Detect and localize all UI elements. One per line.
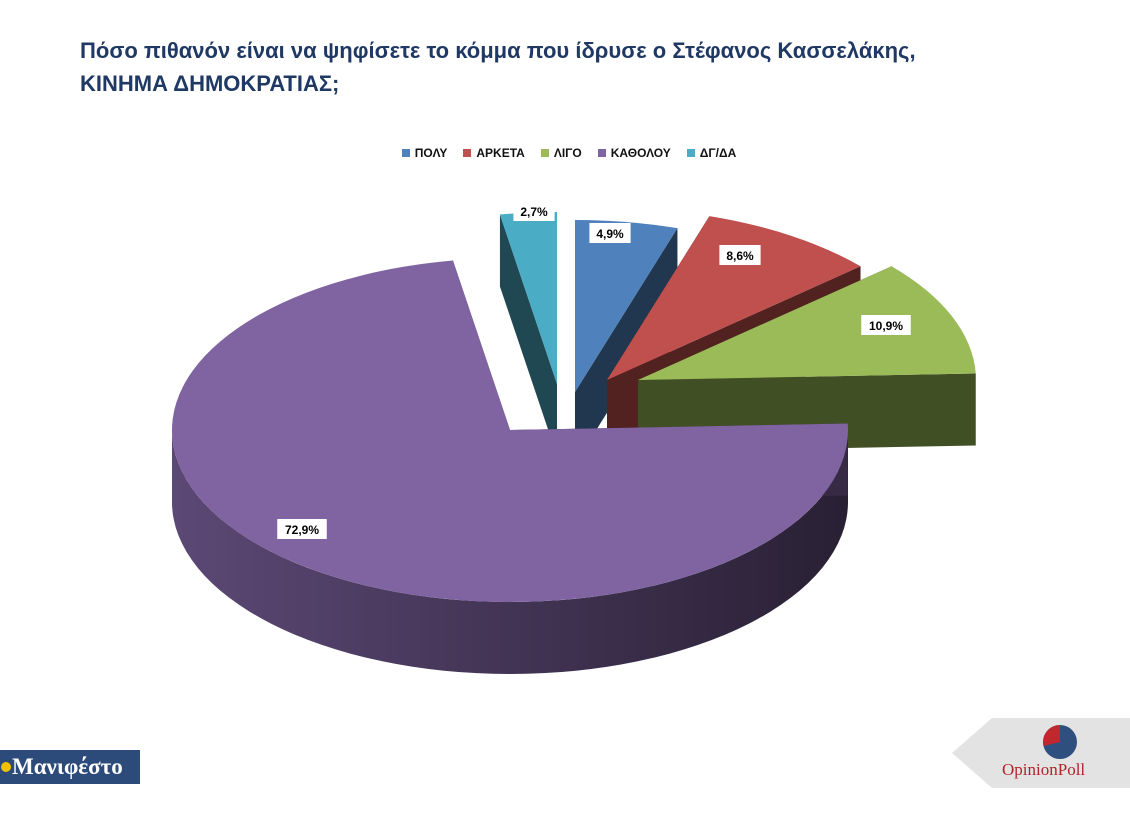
manifesto-logo-dot xyxy=(1,762,11,772)
pie-slice-λιγο xyxy=(638,266,976,452)
slice-top-face xyxy=(499,212,557,384)
chart-legend: ΠΟΛΥ ΑΡΚΕΤΑ ΛΙΓΟ ΚΑΘΟΛΟΥ ΔΓ/ΔΑ xyxy=(0,146,1130,160)
data-label-box xyxy=(277,519,327,539)
data-label-αρκετα: 8,6% xyxy=(719,245,761,265)
legend-label: ΔΓ/ΔΑ xyxy=(699,146,737,160)
data-label-δγ-δα: 2,7% xyxy=(513,201,555,221)
legend-item-1: ΠΟΛΥ xyxy=(401,146,448,160)
chart-title: Πόσο πιθανόν είναι να ψηφίσετε το κόμμα … xyxy=(80,34,1080,100)
pie-slice-πολυ xyxy=(575,220,678,464)
data-label-box xyxy=(719,245,761,265)
legend-swatch xyxy=(463,149,472,157)
pie-slice-δγ-δα xyxy=(499,212,557,456)
data-label-text: 8,6% xyxy=(726,249,754,263)
legend-item-2: ΑΡΚΕΤΑ xyxy=(463,146,525,160)
slice-top-face xyxy=(171,260,848,602)
opinion-poll-word-2: Poll xyxy=(1057,760,1086,779)
opinion-poll-logo-arrow-shape xyxy=(952,718,1130,788)
legend-label: ΚΑΘΟΛΟΥ xyxy=(610,146,671,160)
data-label-text: 2,7% xyxy=(520,205,548,219)
slice-side-wall xyxy=(172,430,848,674)
data-label-πολυ: 4,9% xyxy=(589,223,631,243)
opinion-poll-logo: OpinionPoll xyxy=(952,718,1130,788)
legend-label: ΑΡΚΕΤΑ xyxy=(476,146,525,160)
opinion-poll-logo-text: OpinionPoll xyxy=(1002,760,1130,780)
slice-top-face xyxy=(638,266,976,380)
chart-title-line-2: ΚΙΝΗΜΑ ΔΗΜΟΚΡΑΤΙΑΣ; xyxy=(80,71,340,96)
legend-item-5: ΔΓ/ΔΑ xyxy=(686,146,737,160)
legend-swatch xyxy=(686,149,695,157)
slice-cut-face xyxy=(499,214,557,456)
data-label-box xyxy=(861,315,911,335)
data-label-λιγο: 10,9% xyxy=(861,315,911,335)
slice-top-face xyxy=(607,216,861,380)
data-label-box xyxy=(589,223,631,243)
legend-label: ΠΟΛΥ xyxy=(414,146,448,160)
manifesto-logo: Μανιφέστο xyxy=(0,750,140,784)
pie-slice-καθολου xyxy=(171,260,848,674)
manifesto-logo-text: Μανιφέστο xyxy=(12,754,123,779)
legend-swatch xyxy=(401,149,410,157)
data-label-text: 4,9% xyxy=(596,227,624,241)
legend-swatch xyxy=(597,149,606,157)
chart-title-line-1: Πόσο πιθανόν είναι να ψηφίσετε το κόμμα … xyxy=(80,38,916,63)
opinion-poll-pie-icon xyxy=(1043,725,1077,759)
slice-cut-face xyxy=(575,228,678,464)
slice-top-face xyxy=(575,220,678,392)
opinion-poll-word-1: Opinion xyxy=(1002,760,1058,779)
data-label-box xyxy=(513,201,555,221)
data-label-text: 72,9% xyxy=(285,523,319,537)
data-label-text: 10,9% xyxy=(869,319,903,333)
legend-item-3: ΛΙΓΟ xyxy=(540,146,582,160)
legend-label: ΛΙΓΟ xyxy=(553,146,582,160)
legend-swatch xyxy=(540,149,549,157)
data-label-καθολου: 72,9% xyxy=(277,519,327,539)
legend-item-4: ΚΑΘΟΛΟΥ xyxy=(597,146,671,160)
